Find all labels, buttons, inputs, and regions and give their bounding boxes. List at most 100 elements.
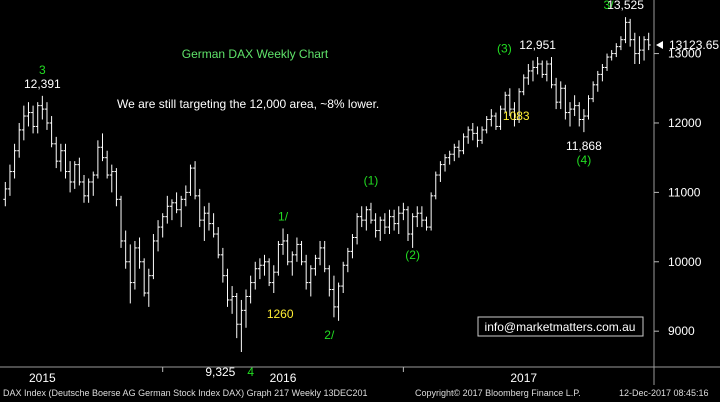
ohlc-bar bbox=[609, 50, 614, 61]
price-bars bbox=[3, 17, 651, 352]
ohlc-bar bbox=[225, 268, 230, 307]
y-tick-label-10000: 10000 bbox=[668, 255, 702, 269]
ohlc-bar bbox=[581, 109, 586, 133]
ohlc-bar bbox=[100, 133, 105, 162]
ohlc-bar bbox=[521, 74, 526, 96]
ohlc-bar bbox=[63, 143, 68, 179]
annotation-5: 1260 bbox=[267, 307, 294, 321]
ohlc-bar bbox=[95, 140, 100, 179]
ohlc-bar bbox=[378, 216, 383, 241]
ohlc-bar bbox=[595, 70, 600, 92]
ohlc-bar bbox=[401, 202, 406, 221]
ohlc-bar bbox=[336, 282, 341, 321]
ohlc-bar bbox=[17, 122, 22, 158]
ohlc-bar bbox=[628, 18, 633, 47]
chart-subtitle: We are still targeting the 12,000 area, … bbox=[117, 97, 379, 111]
ohlc-bar bbox=[350, 234, 355, 259]
ohlc-bar bbox=[605, 53, 610, 71]
ohlc-bar bbox=[137, 237, 142, 269]
x-tick-label-2017: 2017 bbox=[510, 371, 537, 385]
ohlc-bar bbox=[447, 150, 452, 165]
ohlc-bar bbox=[262, 254, 267, 276]
x-tick-label-2015: 2015 bbox=[29, 371, 56, 385]
ohlc-bar bbox=[31, 105, 36, 134]
ohlc-bar bbox=[128, 244, 133, 304]
ohlc-bar bbox=[68, 161, 73, 193]
ohlc-bar bbox=[535, 56, 540, 75]
ohlc-bar bbox=[512, 102, 517, 127]
ohlc-bar bbox=[480, 126, 485, 144]
last-price-tag: 13123.65 bbox=[656, 38, 719, 52]
ohlc-bar bbox=[322, 240, 327, 273]
watermark-box: info@marketmatters.com.au bbox=[477, 316, 644, 337]
ohlc-bar bbox=[600, 63, 605, 82]
annotation-15: 13,525 bbox=[607, 0, 644, 12]
ohlc-bar bbox=[568, 102, 572, 127]
ohlc-bar bbox=[169, 199, 174, 221]
annotation-1: 3 bbox=[39, 63, 46, 77]
ohlc-bar bbox=[12, 143, 17, 179]
ohlc-bar bbox=[493, 112, 498, 130]
ohlc-bar bbox=[294, 237, 299, 262]
ohlc-bar bbox=[156, 220, 161, 252]
ohlc-bar bbox=[285, 234, 290, 266]
y-tick-label-11000: 11000 bbox=[668, 185, 701, 199]
ohlc-bar bbox=[91, 171, 96, 196]
ohlc-bar bbox=[563, 84, 568, 120]
watermark-text[interactable]: info@marketmatters.com.au bbox=[485, 320, 636, 334]
ohlc-bar bbox=[40, 95, 45, 120]
annotation-10: 12,951 bbox=[519, 38, 556, 52]
ohlc-bar bbox=[507, 88, 512, 117]
ohlc-bar bbox=[318, 240, 323, 266]
ohlc-bar bbox=[142, 258, 147, 297]
ohlc-bar bbox=[230, 286, 235, 314]
ohlc-bar bbox=[526, 63, 531, 85]
watermark-border bbox=[477, 316, 644, 337]
ohlc-bar bbox=[86, 178, 91, 203]
ohlc-bar bbox=[151, 234, 156, 280]
ohlc-bar bbox=[188, 164, 193, 196]
ohlc-bar bbox=[77, 157, 82, 186]
ohlc-bar bbox=[202, 206, 207, 241]
annotation-7: (1) bbox=[364, 173, 379, 187]
ohlc-bar bbox=[503, 91, 508, 113]
ohlc-bar bbox=[7, 164, 12, 196]
footer-copyright: Copyright© 2017 Bloomberg Finance L.P. bbox=[415, 388, 581, 398]
ohlc-bar bbox=[35, 102, 40, 134]
ohlc-bar bbox=[331, 275, 336, 318]
ohlc-bar bbox=[614, 43, 619, 58]
ohlc-bar bbox=[183, 185, 188, 207]
ohlc-bar bbox=[146, 268, 151, 307]
ohlc-bar bbox=[179, 195, 184, 228]
ohlc-bar bbox=[276, 240, 281, 276]
ohlc-bar bbox=[327, 265, 332, 297]
ohlc-bar bbox=[271, 265, 276, 294]
ohlc-bar bbox=[461, 133, 466, 155]
ohlc-bar bbox=[591, 81, 596, 103]
ohlc-bar bbox=[193, 161, 198, 200]
ohlc-bar bbox=[253, 261, 258, 290]
ohlc-bar bbox=[3, 181, 8, 207]
x-tick-label-2016: 2016 bbox=[270, 371, 297, 385]
ohlc-bar bbox=[211, 213, 216, 238]
ohlc-bar bbox=[123, 230, 128, 269]
ohlc-bar bbox=[637, 36, 642, 64]
y-tick-label-12000: 12000 bbox=[668, 116, 702, 130]
x-axis: 2015 2016 2017 bbox=[0, 366, 720, 385]
annotation-14: 3/ bbox=[604, 0, 615, 12]
y-tick-label-9000: 9000 bbox=[668, 324, 695, 338]
ohlc-bar bbox=[267, 258, 272, 287]
ohlc-bar bbox=[410, 213, 415, 248]
ohlc-bar bbox=[452, 143, 457, 162]
ohlc-bar bbox=[206, 202, 211, 231]
ohlc-bar bbox=[549, 57, 554, 89]
ohlc-bar bbox=[415, 206, 420, 228]
chart-title: German DAX Weekly Chart bbox=[182, 47, 329, 61]
ohlc-bar bbox=[540, 60, 545, 78]
ohlc-bar bbox=[577, 102, 582, 127]
annotation-9: (3) bbox=[497, 42, 512, 56]
ohlc-bar bbox=[618, 36, 623, 51]
footer-timestamp: 12-Dec-2017 08:45:16 bbox=[619, 388, 709, 398]
ohlc-bar bbox=[109, 164, 114, 193]
ohlc-bar bbox=[517, 88, 522, 123]
